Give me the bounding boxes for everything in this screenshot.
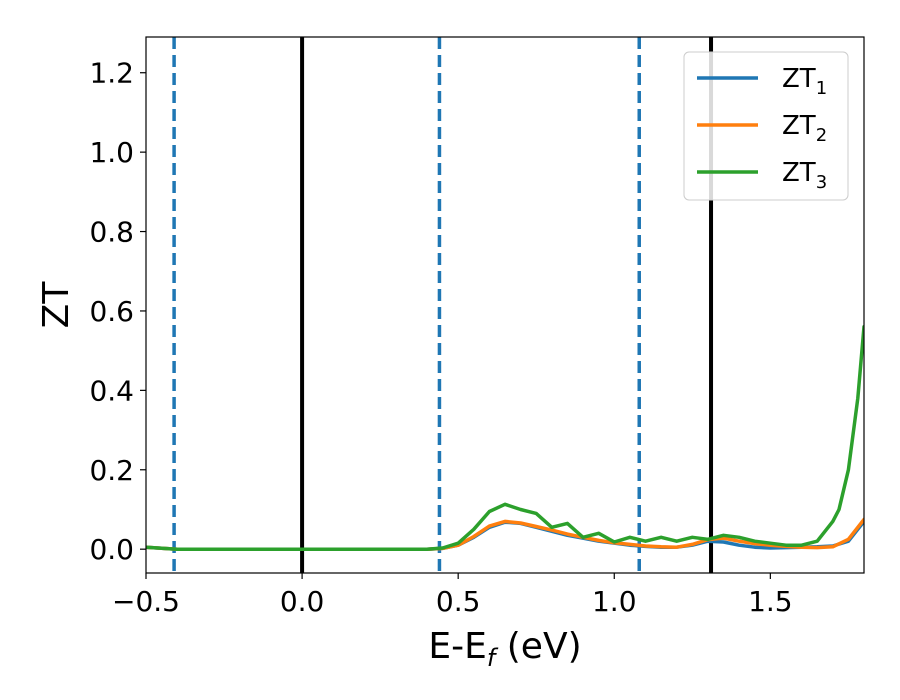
- y-tick-label: 0.4: [89, 374, 134, 407]
- x-tick-label: −0.5: [112, 585, 180, 618]
- y-tick-label: 1.2: [89, 57, 134, 90]
- y-tick-label: 1.0: [89, 136, 134, 169]
- y-axis-title: ZT: [36, 281, 77, 329]
- y-axis: 0.0 0.2 0.4 0.6 0.8 1.0 1.2: [89, 57, 146, 566]
- reference-lines: [172, 37, 714, 573]
- x-tick-label: 0.5: [436, 585, 481, 618]
- series-line-zt3: [146, 325, 864, 551]
- x-tick-label: 1.0: [592, 585, 637, 618]
- legend-label-zt2: ZT2: [782, 111, 827, 146]
- x-tick-label: 1.5: [748, 585, 793, 618]
- y-tick-label: 0.0: [89, 533, 134, 566]
- y-tick-label: 0.8: [89, 216, 134, 249]
- series-lines: [146, 325, 864, 551]
- plot-frame: [145, 36, 865, 574]
- legend-box: [683, 51, 849, 201]
- legend-label-zt1: ZT1: [782, 64, 827, 99]
- y-tick-label: 0.6: [89, 295, 134, 328]
- x-axis: −0.5 0.0 0.5 1.0 1.5: [112, 573, 793, 618]
- x-tick-label: 0.0: [280, 585, 325, 618]
- legend-label-zt3: ZT3: [782, 158, 827, 193]
- x-axis-title: E-Ef (eV): [428, 626, 581, 672]
- y-tick-label: 0.2: [89, 454, 134, 487]
- legend: ZT1 ZT2 ZT3: [683, 51, 849, 201]
